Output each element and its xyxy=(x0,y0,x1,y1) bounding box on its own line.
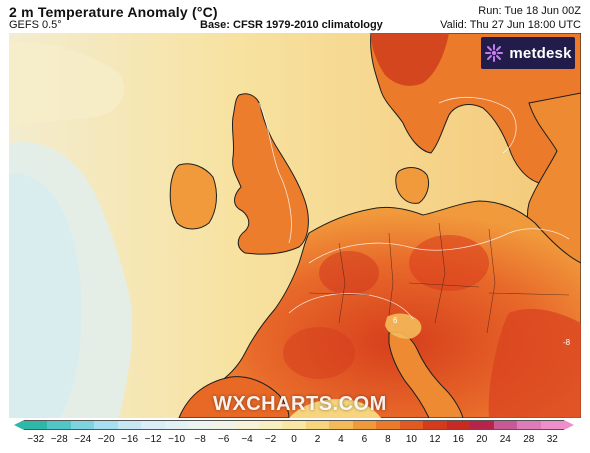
contour-label-6: 6 xyxy=(393,316,398,325)
north-atlantic-neutral xyxy=(9,42,125,128)
colorbar-swatch xyxy=(94,421,118,429)
colorbar-swatch xyxy=(399,421,424,429)
colorbar-max-arrow xyxy=(564,420,574,430)
metdesk-logo-icon xyxy=(485,44,504,62)
metdesk-logo: metdesk xyxy=(481,37,575,69)
colorbar-tick-label: 16 xyxy=(452,434,464,445)
southern-france-hotspot xyxy=(283,327,355,379)
ireland-landmass xyxy=(169,163,217,230)
colorbar-swatch xyxy=(352,421,377,429)
france-benelux-hotspot xyxy=(319,251,379,295)
colorbar-tick-label: 2 xyxy=(314,434,321,445)
colorbar-ramp xyxy=(24,420,565,430)
colorbar-swatch xyxy=(282,421,306,429)
colorbar-swatch xyxy=(188,421,212,429)
run-time-label: Run: Tue 18 Jun 00Z xyxy=(478,5,581,17)
colorbar-swatch xyxy=(211,421,236,429)
map-title: 2 m Temperature Anomaly (°C) xyxy=(9,4,218,20)
colorbar-tick-label: −8 xyxy=(194,434,206,445)
colorbar-tick-label: 12 xyxy=(429,434,441,445)
colorbar-tick-label: 32 xyxy=(546,434,558,445)
colorbar-tick-label: −20 xyxy=(97,434,115,445)
colorbar-swatch xyxy=(329,421,353,429)
colorbar-swatch xyxy=(423,421,447,429)
colorbar: −32 −28 −24 −20 −16 −12 −10 −8 −6 −4 −2 0 2 4 6 8 10 12 16… xyxy=(14,420,580,450)
colorbar-tick-label: −2 xyxy=(264,434,277,445)
colorbar-swatch xyxy=(493,421,518,429)
colorbar-swatch xyxy=(446,421,471,429)
colorbar-swatch xyxy=(376,421,400,429)
colorbar-swatch xyxy=(47,421,71,429)
colorbar-tick-label: 10 xyxy=(405,434,417,445)
colorbar-swatch xyxy=(470,421,494,429)
colorbar-swatch xyxy=(517,421,541,429)
colorbar-min-arrow xyxy=(14,420,24,430)
colorbar-tick-label: 4 xyxy=(338,434,344,445)
colorbar-swatch xyxy=(305,421,330,429)
colorbar-swatch xyxy=(540,421,565,429)
colorbar-tick-label: −28 xyxy=(50,434,68,445)
colorbar-swatch xyxy=(258,421,283,429)
map-canvas: 6 -8 xyxy=(9,33,581,418)
iberia-landmass xyxy=(178,376,290,418)
contour-label-minus-8: -8 xyxy=(563,338,571,347)
mediterranean-sea xyxy=(289,399,381,418)
isotherm-contour xyxy=(308,228,570,264)
colorbar-tick-label: 28 xyxy=(523,434,535,445)
colorbar-tick-label: 6 xyxy=(361,434,368,445)
italy-landmass xyxy=(388,331,464,418)
great-britain-landmass xyxy=(231,93,309,255)
isotherm-contour xyxy=(438,97,517,154)
colorbar-swatch xyxy=(235,421,259,429)
denmark-landmass xyxy=(395,167,430,204)
colorbar-tick-label: 0 xyxy=(291,434,297,445)
colorbar-swatch xyxy=(117,421,142,429)
country-borders xyxy=(308,222,570,334)
model-label: GEFS 0.5° xyxy=(9,19,62,31)
balkans-hot-region xyxy=(488,308,581,418)
alps-cooler-area xyxy=(385,313,422,339)
isotherm-contour xyxy=(258,102,292,244)
wxcharts-watermark: WXCHARTS.COM xyxy=(213,393,387,415)
cooler-anomaly-core xyxy=(9,172,82,418)
anomaly-map: 6 -8 metdesk WXCHARTS.COM xyxy=(9,33,581,418)
colorbar-tick-label: 20 xyxy=(476,434,488,445)
climatology-base-label: Base: CFSR 1979-2010 climatology xyxy=(200,19,383,31)
colorbar-tick-label: 8 xyxy=(385,434,391,445)
norway-hotspot xyxy=(371,33,449,86)
colorbar-tick-label: 24 xyxy=(499,434,511,445)
colorbar-tick-label: −6 xyxy=(217,434,230,445)
colorbar-tick-label: −4 xyxy=(241,434,253,445)
metdesk-logo-text: metdesk xyxy=(509,44,572,62)
colorbar-tick-label: −32 xyxy=(27,434,45,445)
central-europe-hotspot xyxy=(409,235,489,291)
colorbar-tick-label: −12 xyxy=(144,434,162,445)
colorbar-swatch xyxy=(141,421,165,429)
colorbar-swatch xyxy=(24,421,48,429)
colorbar-tick-label: −24 xyxy=(74,434,92,445)
chart-header: 2 m Temperature Anomaly (°C) GEFS 0.5° B… xyxy=(0,0,590,34)
valid-time-label: Valid: Thu 27 Jun 18:00 UTC xyxy=(440,19,581,31)
colorbar-ticks: −32 −28 −24 −20 −16 −12 −10 −8 −6 −4 −2 0 2 4 6 8 10 12 16… xyxy=(24,434,564,448)
colorbar-tick-label: −10 xyxy=(168,434,186,445)
colorbar-swatch xyxy=(164,421,189,429)
colorbar-tick-label: −16 xyxy=(121,434,139,445)
colorbar-swatch xyxy=(70,421,95,429)
